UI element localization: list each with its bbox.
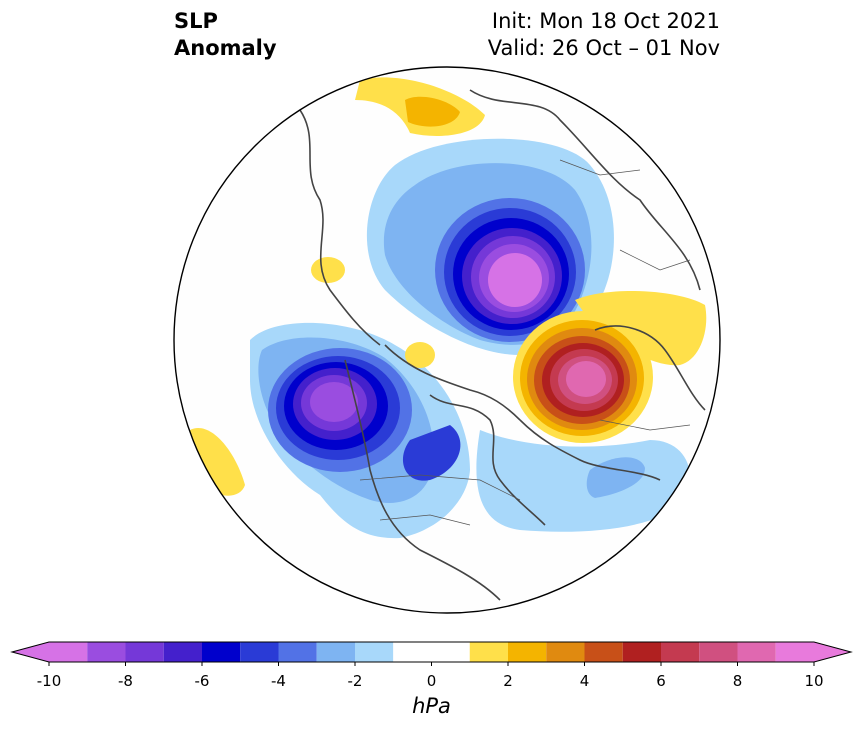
low-anomaly-atlantic [476,430,690,532]
colorbar-low-extend [12,642,49,662]
colorbar-tick-label: 2 [503,672,513,690]
colorbar-bin [661,642,700,662]
colorbar-bin [584,642,623,662]
colorbar-bin [508,642,547,662]
colorbar-bin [546,642,585,662]
polar-map [173,66,721,614]
country-borders [359,159,691,526]
title-line-1: SLP [174,9,218,33]
colorbar-tick-label: 4 [580,672,590,690]
colorbar-bin [622,642,661,662]
colorbar: -10 -8 -6 -4 -2 0 2 4 6 8 10 [10,641,853,690]
colorbar-tick-label: 0 [427,672,437,690]
colorbar-bin [737,642,776,662]
map-title: SLP Anomaly [174,8,277,62]
colorbar-bin [355,642,394,662]
colorbar-bin [316,642,355,662]
colorbar-bin [202,642,241,662]
colorbar-bin [163,642,202,662]
colorbar-unit: hPa [412,694,451,718]
colorbar-bin [699,642,738,662]
colorbar-tick-label: 10 [804,672,823,690]
colorbar-bin [87,642,126,662]
colorbar-tick-label: 8 [733,672,743,690]
colorbar-tick-label: -2 [348,672,363,690]
map-subtitle: Init: Mon 18 Oct 2021 Valid: 26 Oct – 01… [488,8,720,62]
colorbar-bin [393,642,470,662]
colorbar-tick-label: -8 [118,672,133,690]
colorbar-bin [775,642,814,662]
valid-range-label: Valid: 26 Oct – 01 Nov [487,36,720,60]
colorbar-bin [125,642,164,662]
colorbar-bin [240,642,279,662]
colorbar-bin [278,642,317,662]
high-anomaly-greenland [513,290,707,443]
title-line-2: Anomaly [174,36,277,60]
colorbar-tick-label: -6 [195,672,210,690]
colorbar-bin [469,642,508,662]
low-anomaly-arctic [366,138,614,355]
colorbar-tick-label: -10 [37,672,62,690]
low-anomaly-pacific [250,322,470,539]
colorbar-high-extend [814,642,851,662]
coastlines [299,89,706,601]
colorbar-tick-label: -4 [271,672,286,690]
colorbar-bin [49,642,88,662]
colorbar-tick-label: 6 [656,672,666,690]
map-boundary [173,66,721,614]
init-date-label: Init: Mon 18 Oct 2021 [491,9,720,33]
